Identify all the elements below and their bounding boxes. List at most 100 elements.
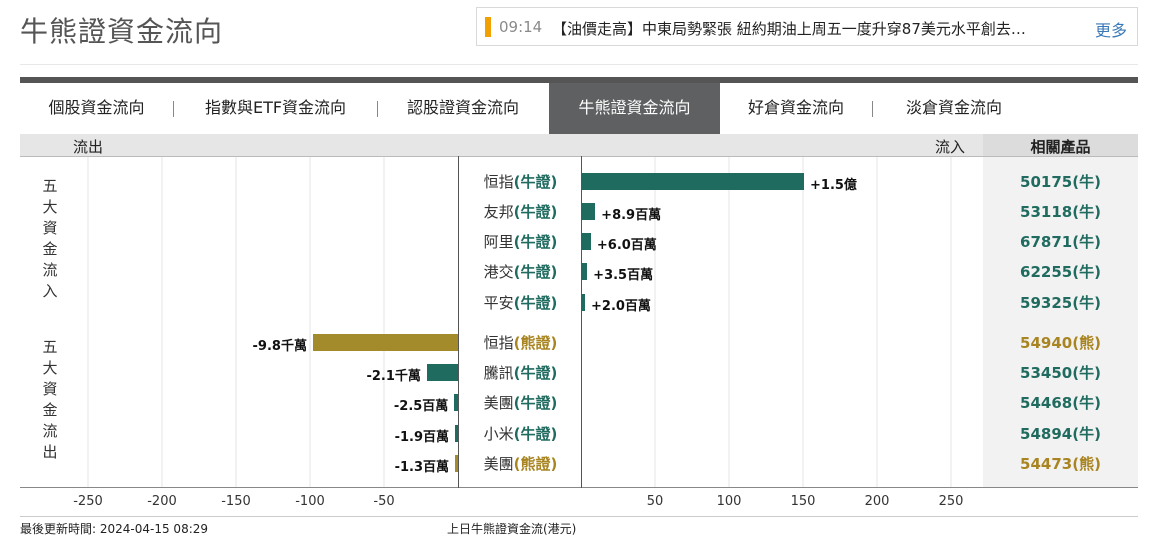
news-ticker[interactable]: 09:14 【油價走高】中東局勢緊張 紐約期油上周五一度升穿87美元水平創去… … [476, 7, 1138, 46]
flow-bar[interactable] [454, 394, 458, 411]
tab-bar: 個股資金流向 指數與ETF資金流向 認股證資金流向 牛熊證資金流向 好倉資金流向… [20, 83, 1138, 134]
related-product-link[interactable]: 62255(牛) [1020, 263, 1101, 281]
more-link[interactable]: 更多 [1094, 21, 1127, 40]
flow-value-label: +3.5百萬 [593, 268, 654, 283]
tab-cbbc-flow[interactable]: 牛熊證資金流向 [549, 83, 720, 134]
underlying-label: 友邦 [483, 203, 514, 221]
row-underlying-name[interactable]: 友邦(牛證) [459, 201, 583, 222]
products-column [983, 157, 1138, 487]
underlying-label: 騰訊 [483, 364, 514, 382]
row-underlying-name[interactable]: 騰訊(牛證) [459, 362, 583, 383]
cbbc-type-tag: (牛證) [513, 263, 558, 281]
related-product-link[interactable]: 54940(熊) [1020, 334, 1101, 352]
underlying-label: 小米 [483, 425, 514, 443]
products-header-bg [983, 134, 1138, 156]
x-tick-label: 100 [716, 494, 742, 509]
x-tick-label: 250 [938, 494, 964, 509]
flow-bar[interactable] [582, 263, 588, 280]
row-underlying-name[interactable]: 小米(牛證) [459, 423, 583, 444]
center-right-axis [581, 156, 582, 488]
row-underlying-name[interactable]: 美團(熊證) [459, 453, 583, 474]
cbbc-type-tag: (牛證) [513, 364, 558, 382]
divider [20, 64, 1138, 65]
x-tick-label: -250 [73, 494, 103, 509]
related-product-link[interactable]: 54473(熊) [1020, 455, 1101, 473]
cbbc-type-tag: (牛證) [513, 173, 558, 191]
related-product-link[interactable]: 59325(牛) [1020, 294, 1101, 312]
related-product-link[interactable]: 50175(牛) [1020, 173, 1101, 191]
last-updated-label: 最後更新時間: [20, 522, 97, 536]
underlying-label: 阿里 [483, 233, 514, 251]
flow-value-label: +2.0百萬 [591, 299, 651, 314]
page-title: 牛熊證資金流向 [20, 15, 224, 48]
cbbc-type-tag: (牛證) [513, 394, 558, 412]
ticker-accent-bar [485, 17, 491, 37]
row-underlying-name[interactable]: 恒指(熊證) [459, 332, 583, 353]
chart-frame [20, 156, 1138, 488]
tab-long-flow[interactable]: 好倉資金流向 [747, 98, 844, 117]
cbbc-type-tag: (牛證) [513, 233, 558, 251]
flow-value-label: +1.5億 [810, 178, 857, 193]
x-tick-label: -200 [147, 494, 177, 509]
cbbc-type-tag: (牛證) [513, 203, 558, 221]
x-tick-label: 150 [790, 494, 816, 509]
flow-value-label: +8.9百萬 [601, 208, 662, 223]
flow-value-label: -2.5百萬 [393, 399, 449, 414]
group-label-outflow: 五大資金流出 [42, 338, 58, 461]
flow-value-label: -1.9百萬 [394, 430, 449, 445]
tab-short-flow[interactable]: 淡倉資金流向 [905, 98, 1002, 117]
row-underlying-name[interactable]: 美團(牛證) [459, 392, 583, 413]
last-updated-value: 2024-04-15 08:29 [99, 522, 209, 536]
cbbc-type-tag: (牛證) [513, 294, 558, 312]
row-underlying-name[interactable]: 阿里(牛證) [459, 231, 583, 252]
underlying-label: 恒指 [483, 173, 514, 191]
underlying-label: 平安 [483, 294, 514, 312]
axis-caption: 上日牛熊證資金流(港元) [447, 522, 577, 536]
flow-value-label: -9.8千萬 [252, 339, 307, 354]
x-tick-label: -50 [373, 494, 395, 509]
cbbc-type-tag: (熊證) [513, 334, 558, 352]
underlying-label: 美團 [483, 394, 514, 412]
flow-bar[interactable] [582, 173, 804, 190]
flow-bar[interactable] [312, 334, 458, 351]
cbbc-type-tag: (熊證) [513, 455, 558, 473]
cbbc-type-tag: (牛證) [513, 425, 558, 443]
last-updated: 最後更新時間: 2024-04-15 08:29 [20, 520, 208, 537]
row-underlying-name[interactable]: 港交(牛證) [459, 261, 583, 282]
flow-bar[interactable] [582, 203, 596, 220]
related-product-link[interactable]: 67871(牛) [1020, 233, 1101, 251]
row-underlying-name[interactable]: 恒指(牛證) [459, 171, 583, 192]
x-tick-label: -150 [221, 494, 251, 509]
tab-separator [173, 101, 174, 117]
chart-header: 流出 流入 [20, 134, 1138, 156]
related-product-link[interactable]: 53450(牛) [1020, 364, 1101, 382]
tab-top-rule [20, 77, 1138, 83]
group-label-inflow: 五大資金流入 [42, 177, 58, 300]
flow-bar[interactable] [455, 425, 458, 442]
tab-warrant-flow[interactable]: 認股證資金流向 [406, 98, 519, 117]
row-underlying-name[interactable]: 平安(牛證) [459, 292, 583, 313]
tab-stock-flow[interactable]: 個股資金流向 [48, 98, 145, 117]
underlying-label: 美團 [483, 455, 514, 473]
inflow-header: 流入 [935, 138, 966, 156]
related-product-link[interactable]: 54468(牛) [1020, 394, 1101, 412]
related-product-link[interactable]: 54894(牛) [1020, 425, 1101, 443]
flow-bar[interactable] [582, 294, 585, 311]
tab-separator [377, 101, 378, 117]
underlying-label: 恒指 [483, 334, 514, 352]
tab-separator [872, 101, 873, 117]
ticker-headline[interactable]: 【油價走高】中東局勢緊張 紐約期油上周五一度升穿87美元水平創去… [552, 20, 1026, 38]
x-tick-label: -100 [295, 494, 325, 509]
center-left-axis [458, 156, 459, 488]
flow-bar[interactable] [426, 364, 458, 381]
flow-bar[interactable] [582, 233, 591, 250]
flow-value-label: -2.1千萬 [366, 369, 421, 384]
outflow-header: 流出 [73, 138, 104, 156]
flow-bar[interactable] [455, 455, 458, 472]
products-header: 相關產品 [1030, 138, 1091, 156]
underlying-label: 港交 [483, 263, 514, 281]
related-product-link[interactable]: 53118(牛) [1020, 203, 1101, 221]
tab-index-etf-flow[interactable]: 指數與ETF資金流向 [204, 98, 347, 117]
flow-value-label: +6.0百萬 [596, 238, 657, 253]
